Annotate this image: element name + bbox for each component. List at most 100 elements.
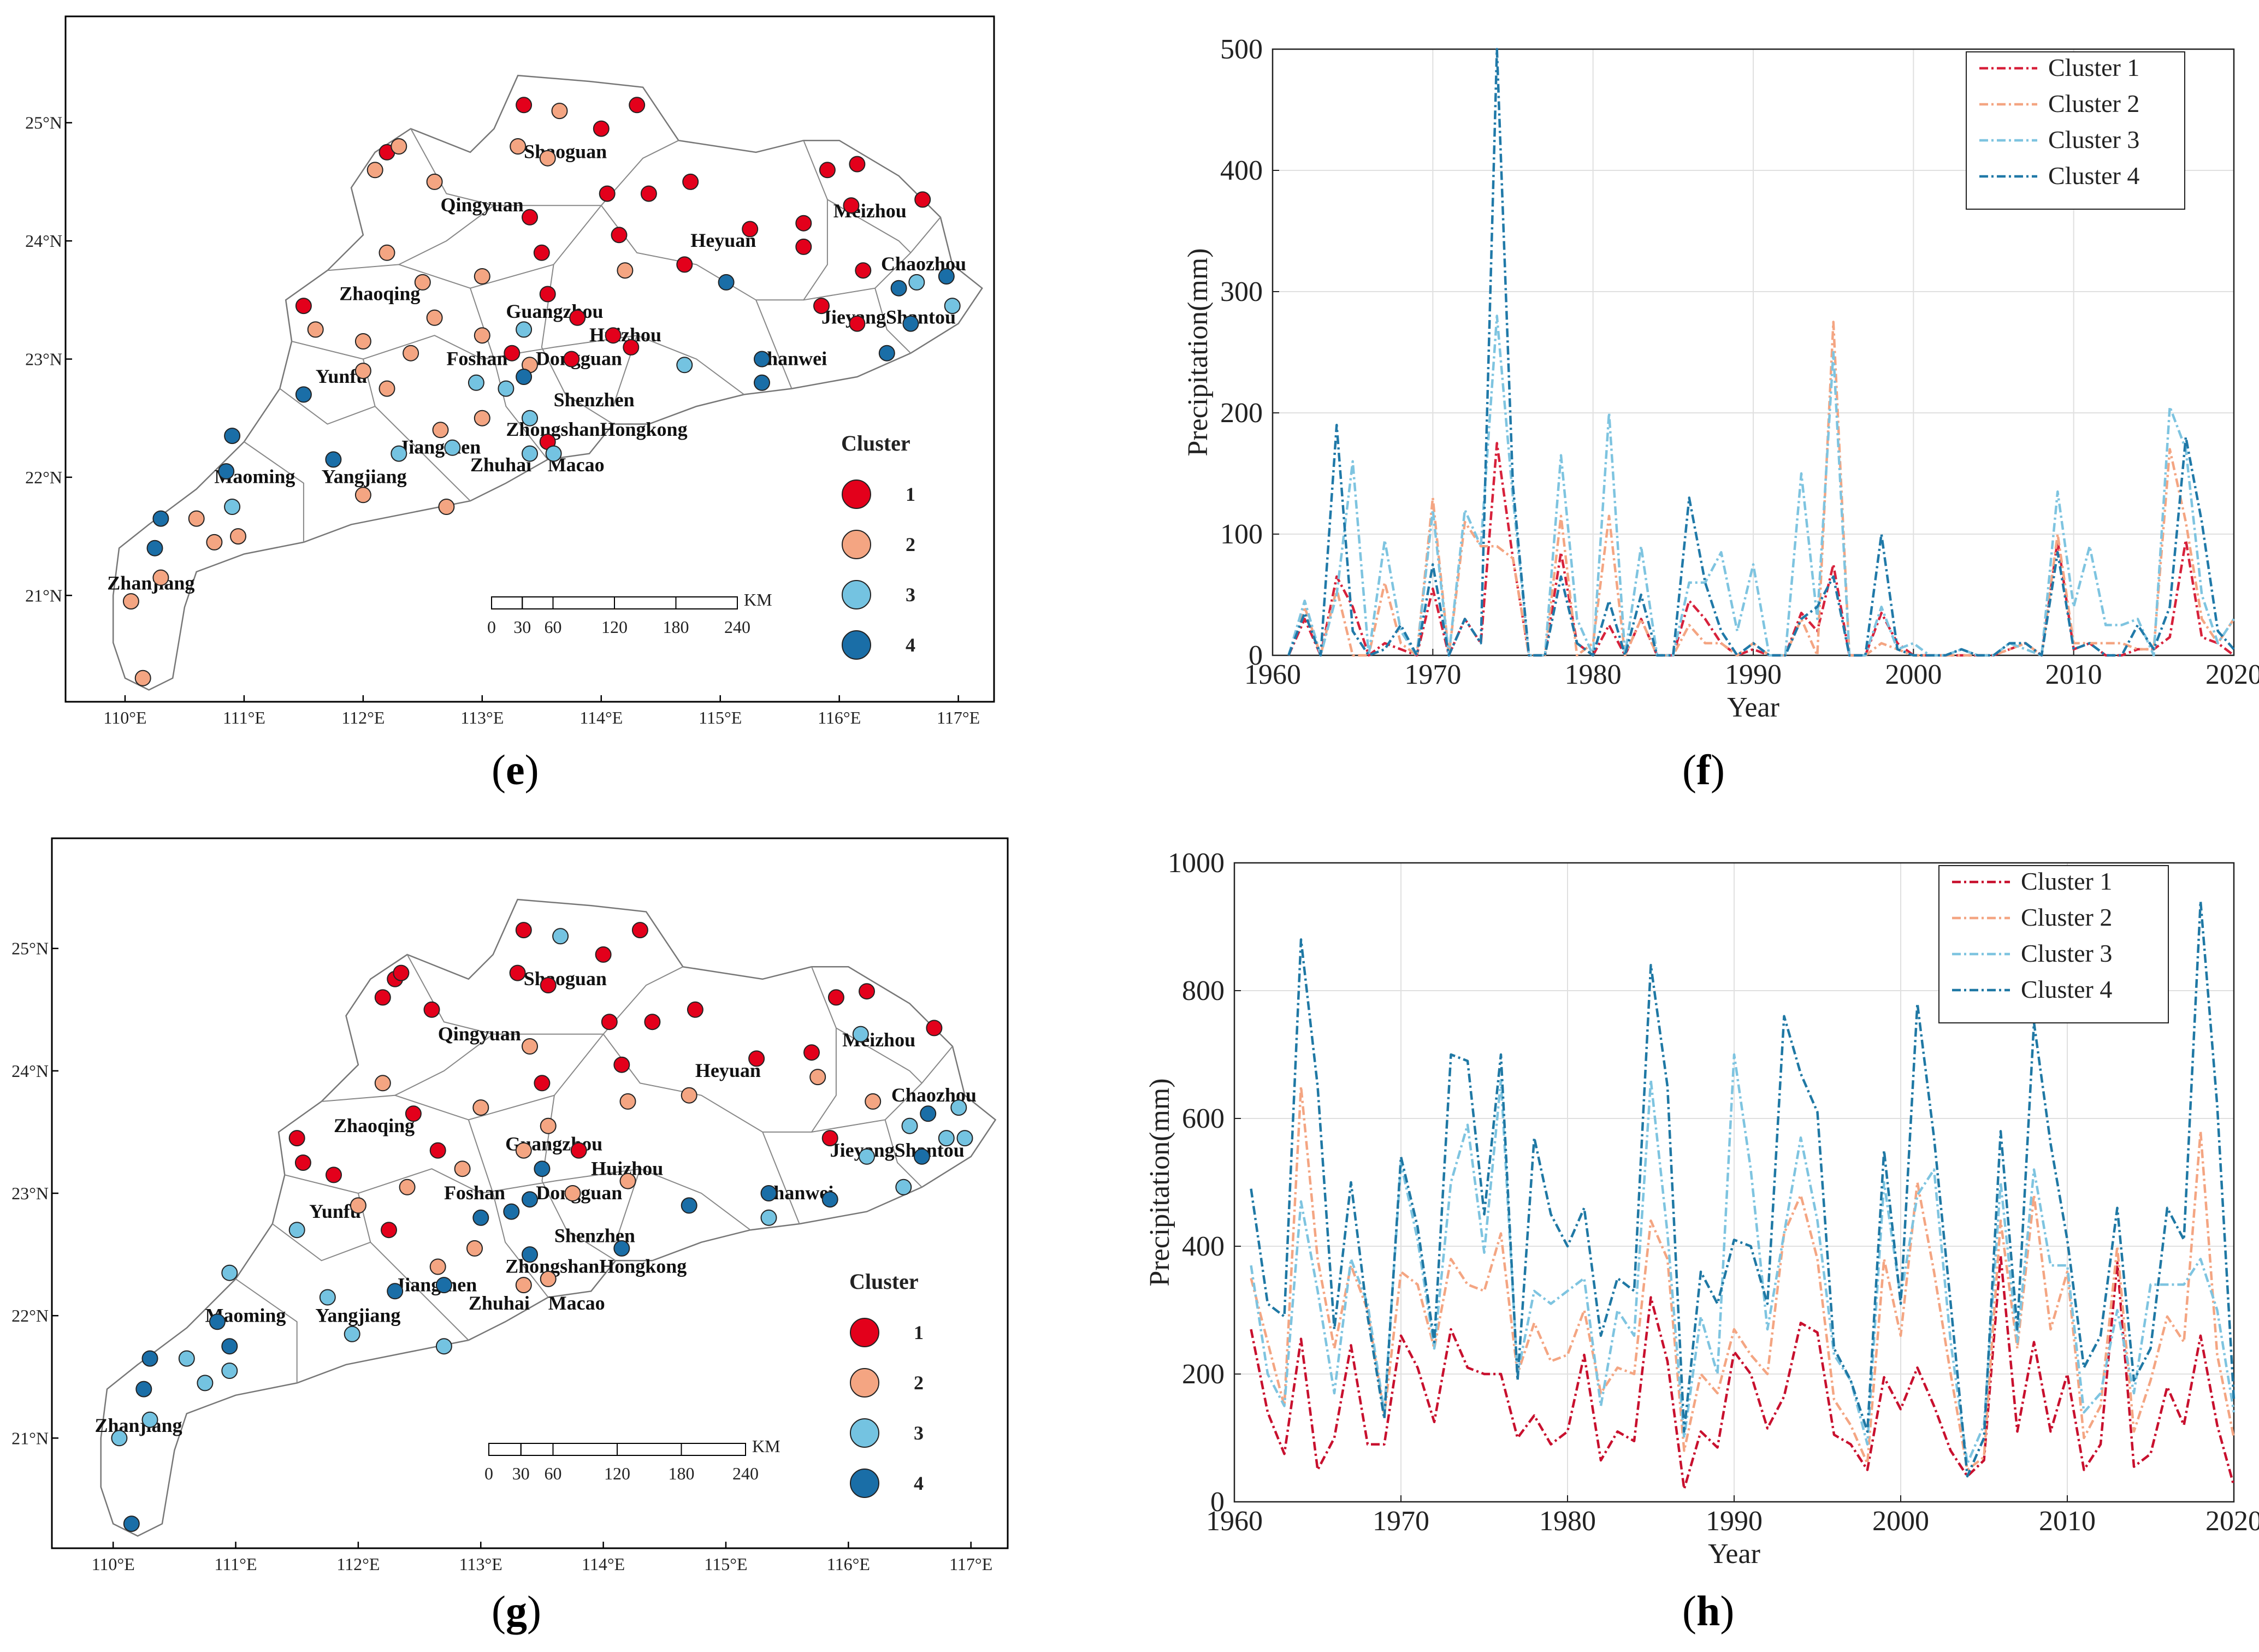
station-marker-cluster-1 <box>676 256 693 273</box>
station-marker-cluster-4 <box>141 1350 158 1367</box>
station-marker-cluster-4 <box>681 1197 697 1214</box>
city-label: Qingyuan <box>441 194 524 216</box>
scale-bar-label: 180 <box>663 617 689 637</box>
y-tick-label: 200 <box>1182 1359 1225 1390</box>
city-label: Shaoguan <box>524 968 607 990</box>
station-marker-cluster-3 <box>197 1375 214 1392</box>
legend-box <box>1938 865 2169 1023</box>
station-marker-cluster-2 <box>617 262 634 279</box>
lat-tick-label: 21°N <box>11 1428 49 1448</box>
lat-tick-label: 23°N <box>11 1183 49 1203</box>
x-axis-label: Year <box>1727 692 1779 723</box>
station-marker-cluster-4 <box>522 1191 538 1208</box>
lon-tick-label: 110°E <box>92 1554 135 1574</box>
station-marker-cluster-2 <box>379 244 395 261</box>
y-tick-label: 400 <box>1220 155 1263 186</box>
station-marker-cluster-2 <box>230 528 246 545</box>
station-marker-cluster-2 <box>510 138 527 155</box>
legend-entry: Cluster 3 <box>2048 126 2139 153</box>
city-label: Zhanjiang <box>107 572 194 594</box>
station-marker-cluster-2 <box>379 380 395 397</box>
station-marker-cluster-3 <box>111 1430 128 1447</box>
legend-marker-cluster-2 <box>850 1368 879 1398</box>
city-boundary <box>755 299 793 389</box>
city-boundary <box>394 1033 494 1096</box>
legend-title: Cluster <box>841 431 910 455</box>
station-marker-cluster-2 <box>354 487 371 504</box>
scale-bar-label: 120 <box>601 617 628 637</box>
scale-bar-label: 240 <box>732 1464 759 1483</box>
legend-entry: Cluster 2 <box>2048 90 2139 117</box>
scale-bar-label: 0 <box>484 1464 493 1483</box>
station-marker-cluster-4 <box>890 280 907 297</box>
station-marker-cluster-3 <box>444 439 461 456</box>
station-marker-cluster-4 <box>472 1209 489 1226</box>
station-marker-cluster-1 <box>522 209 538 226</box>
lon-tick-label: 112°E <box>336 1554 380 1574</box>
legend-title: Cluster <box>849 1269 919 1294</box>
station-marker-cluster-1 <box>859 983 875 1000</box>
station-marker-cluster-3 <box>901 1117 918 1134</box>
city-label: Qingyuan <box>438 1023 521 1045</box>
station-marker-cluster-2 <box>515 1142 532 1159</box>
city-label: Jiangmen <box>399 436 481 458</box>
station-marker-cluster-1 <box>640 185 657 202</box>
city-label: JieyangShantou <box>821 306 956 328</box>
lat-tick-label: 25°N <box>25 113 62 133</box>
city-boundary <box>762 1132 800 1224</box>
station-marker-cluster-1 <box>504 345 521 362</box>
scale-bar-label: 240 <box>724 617 750 637</box>
scale-bar-label: 60 <box>545 1464 562 1483</box>
city-boundary <box>874 288 912 354</box>
station-marker-cluster-2 <box>354 333 371 350</box>
x-tick-label: 1990 <box>1706 1506 1763 1537</box>
caption-g: (g) <box>492 1587 541 1635</box>
station-marker-cluster-3 <box>141 1411 158 1428</box>
legend-label: 4 <box>914 1472 924 1494</box>
station-marker-cluster-3 <box>224 499 241 515</box>
x-tick-label: 2000 <box>1885 659 1942 690</box>
station-marker-cluster-4 <box>754 374 770 391</box>
station-marker-cluster-1 <box>843 197 860 214</box>
plot-border <box>1272 48 2235 656</box>
station-marker-cluster-1 <box>429 1142 446 1159</box>
station-marker-cluster-1 <box>631 922 648 939</box>
y-tick-label: 100 <box>1220 519 1263 550</box>
city-boundary <box>602 966 837 1133</box>
caption-f: (f) <box>1682 746 1725 794</box>
province-outline <box>100 898 997 1537</box>
station-marker-cluster-1 <box>540 977 557 993</box>
x-tick-label: 1970 <box>1404 659 1461 690</box>
station-marker-cluster-1 <box>644 1014 661 1031</box>
legend-label: 1 <box>914 1322 924 1343</box>
scale-bar-label: 30 <box>513 617 531 637</box>
series-line-cluster-3 <box>1287 315 2235 657</box>
precipitation-chart-h: 1960 1970 1980 1990 2000 2010 2020 0 200 400 600 80… <box>1144 848 2259 1570</box>
station-marker-cluster-2 <box>429 1258 446 1275</box>
lon-tick-label: 117°E <box>937 708 980 727</box>
x-tick-label: 1980 <box>1565 659 1622 690</box>
scale-bar-label: 180 <box>669 1464 695 1483</box>
city-boundary <box>601 140 828 301</box>
y-tick-label: 200 <box>1220 398 1263 429</box>
station-marker-cluster-2 <box>472 1099 489 1116</box>
lon-tick-label: 110°E <box>103 708 146 727</box>
city-boundary <box>541 1095 616 1262</box>
scale-bar-label: 30 <box>512 1464 530 1483</box>
station-marker-cluster-1 <box>288 1130 305 1147</box>
station-marker-cluster-3 <box>522 445 538 462</box>
station-marker-cluster-4 <box>534 1160 551 1177</box>
station-marker-cluster-2 <box>539 150 556 167</box>
city-boundary <box>235 1278 298 1383</box>
station-marker-cluster-3 <box>468 374 484 391</box>
city-label: Guangzhou <box>506 300 603 322</box>
lon-tick-label: 113°E <box>460 708 504 727</box>
x-axis-label: Year <box>1708 1538 1760 1570</box>
station-marker-cluster-2 <box>152 569 169 586</box>
station-marker-cluster-2 <box>426 173 443 190</box>
city-label: Zhuhai <box>469 1292 530 1314</box>
station-marker-cluster-4 <box>325 451 342 468</box>
station-marker-cluster-1 <box>533 244 550 261</box>
y-tick-label: 0 <box>1249 640 1263 671</box>
city-boundary <box>468 1120 549 1298</box>
